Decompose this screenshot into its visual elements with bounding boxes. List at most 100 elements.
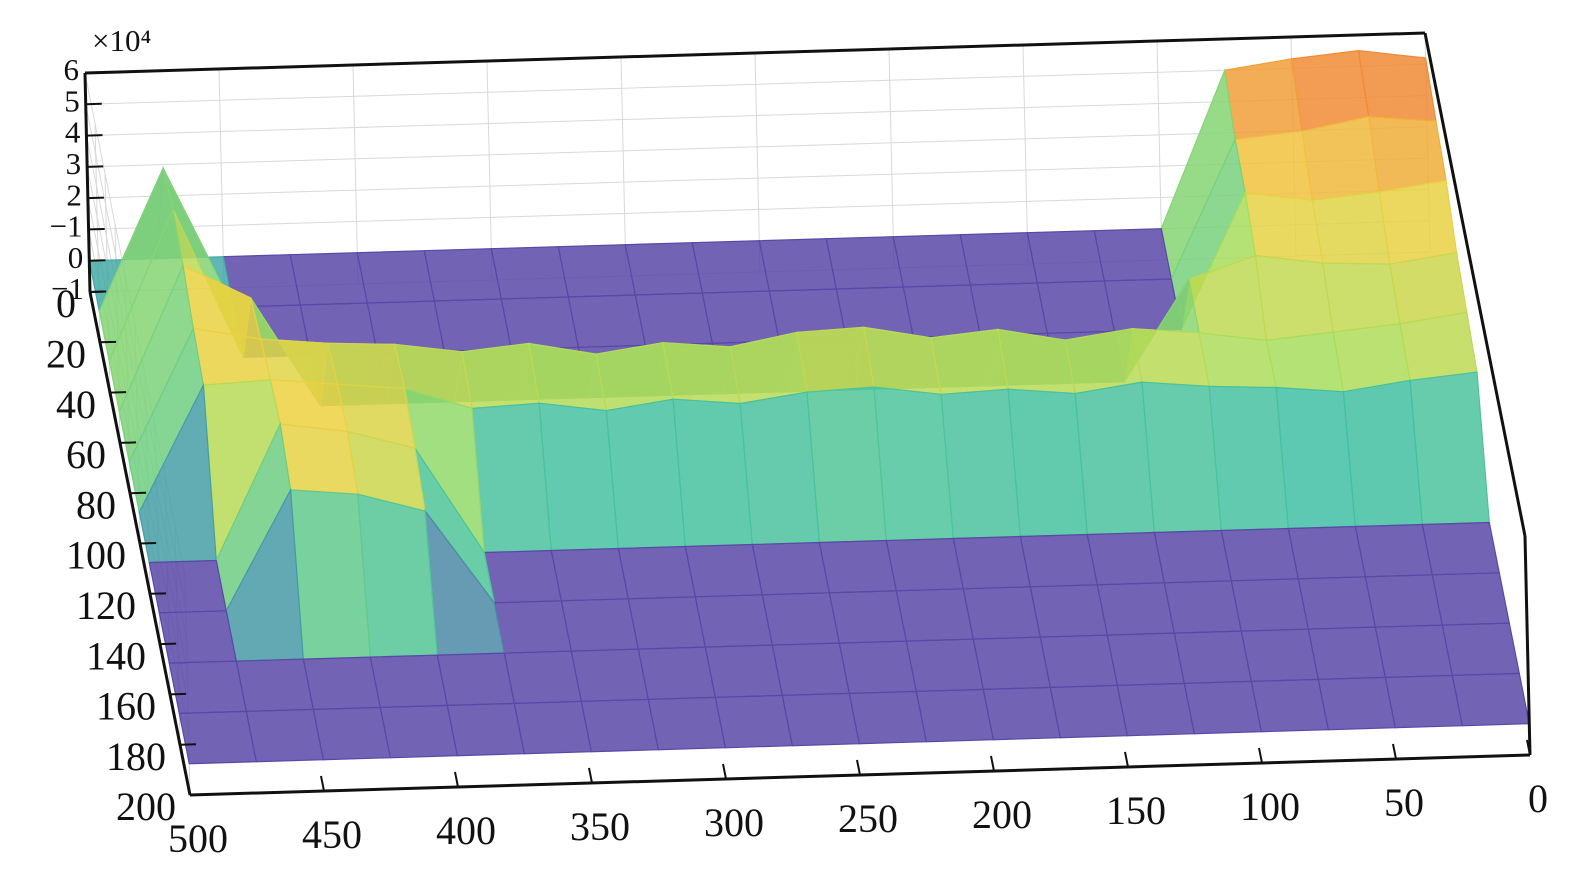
surface-patch	[302, 656, 382, 711]
surface-patch	[1307, 626, 1387, 681]
surface-patch	[538, 402, 619, 552]
y-tick-label: 100	[66, 533, 126, 578]
surface-patch	[714, 694, 794, 749]
surface-patch	[436, 652, 516, 707]
surface-patch	[662, 342, 741, 405]
surface-patch	[168, 660, 248, 715]
surface-patch	[1275, 386, 1356, 530]
surface-patch	[1368, 115, 1447, 193]
surface-patch	[1378, 179, 1458, 265]
x-tick-label: 0	[1528, 776, 1548, 821]
grid-line	[86, 95, 1427, 137]
surface-patch	[567, 294, 647, 348]
surface-patch	[580, 698, 660, 753]
surface-patch	[952, 535, 1032, 590]
surface-patch	[1096, 582, 1176, 636]
z-tick-label: −1	[51, 271, 84, 306]
surface-patch	[1421, 521, 1501, 576]
surface-patch	[289, 252, 369, 306]
y-tick-label: 0	[56, 281, 76, 326]
surface-patch	[1409, 371, 1490, 526]
surface-patch	[595, 342, 674, 412]
surface-patch	[969, 282, 1049, 336]
surface-patch	[605, 398, 686, 550]
surface-patch	[1049, 684, 1129, 739]
surface-patch	[1131, 328, 1210, 388]
surface-patch	[235, 658, 315, 713]
surface-patch	[761, 592, 841, 646]
x-tick	[1258, 747, 1263, 764]
surface-patch	[1074, 381, 1155, 536]
surface-patch	[1026, 230, 1106, 284]
surface-patch	[838, 640, 918, 695]
surface-patch	[915, 688, 995, 743]
axis-line	[1523, 535, 1532, 756]
surface-patch	[1265, 331, 1345, 393]
surface-patch	[1297, 576, 1377, 630]
surface-patch	[483, 549, 563, 604]
surface-patch	[493, 600, 573, 654]
x-tick	[588, 767, 593, 784]
surface-patch	[1389, 252, 1468, 325]
surface-patch	[1036, 280, 1116, 334]
y-tick-label: 160	[96, 684, 156, 729]
grid-line	[754, 52, 761, 273]
x-tick-label: 500	[168, 816, 228, 861]
y-tick-label: 140	[86, 633, 146, 678]
surface-patch	[289, 489, 371, 660]
surface-patch	[471, 402, 552, 554]
surface-patch	[617, 545, 697, 600]
surface-patch	[892, 234, 972, 288]
surface-patch	[672, 398, 753, 548]
surface-patch	[1086, 531, 1166, 586]
grid-line	[486, 60, 493, 281]
surface-patch	[446, 702, 526, 757]
surface-patch	[959, 232, 1039, 286]
x-tick-label: 400	[436, 808, 496, 853]
z-multiplier: ×10⁴	[92, 23, 151, 58]
axis-line	[83, 72, 92, 293]
x-tick-label: 300	[704, 800, 764, 845]
surface-patch	[624, 242, 704, 296]
x-tick-label: 200	[972, 792, 1032, 837]
x-tick	[320, 775, 325, 792]
z-tick-label: 4	[65, 115, 81, 150]
surface-patch	[902, 284, 982, 338]
surface-patch	[357, 493, 438, 658]
surface-patch	[895, 588, 975, 642]
surface-patch	[758, 238, 838, 292]
surface-patch	[694, 594, 774, 648]
surface-patch	[771, 642, 851, 697]
surface-patch	[862, 326, 942, 396]
surface-patch	[930, 328, 1009, 396]
x-tick	[186, 779, 191, 796]
surface-patch	[1250, 678, 1330, 733]
surface-patch	[379, 704, 459, 759]
surface-patch	[940, 388, 1021, 540]
x-tick	[454, 771, 459, 788]
surface-patch	[684, 543, 764, 598]
surface-patch	[982, 686, 1062, 741]
surface-patch	[1141, 381, 1222, 534]
grid-line	[1156, 40, 1163, 261]
surface-patch	[259, 338, 339, 385]
surface-patch	[326, 342, 406, 390]
surface-patch	[739, 391, 820, 546]
z-tick-label: −1	[50, 209, 83, 244]
surface-patch	[701, 290, 781, 344]
surface-patch	[1029, 584, 1109, 638]
z-tick-label: 5	[64, 83, 80, 118]
surface-patch	[1198, 332, 1277, 389]
surface-patch	[557, 244, 637, 298]
surface-patch	[634, 292, 714, 346]
surface-patch	[1374, 624, 1454, 679]
surface-patch	[905, 638, 985, 693]
surface-patch	[1153, 529, 1233, 584]
surface-patch	[513, 700, 593, 755]
surface-patch	[1106, 632, 1186, 687]
surface-patch	[806, 386, 887, 544]
surface-patch	[1224, 58, 1303, 141]
surface-patch	[825, 236, 905, 290]
surface-patch	[781, 692, 861, 747]
